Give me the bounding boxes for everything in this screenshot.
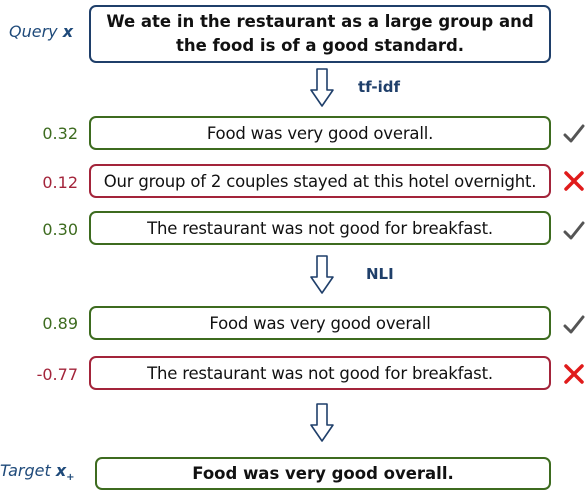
retrieved-item: Food was very good overall. — [89, 116, 551, 150]
step-tfidf-label: tf-idf — [358, 78, 401, 96]
check-icon — [563, 221, 585, 240]
query-variable: x — [62, 22, 74, 41]
retrieved-text: The restaurant was not good for breakfas… — [147, 218, 493, 238]
retrieved-score: 0.30 — [42, 220, 78, 239]
retrieved-score: 0.32 — [42, 124, 78, 143]
down-arrow-icon — [310, 255, 334, 294]
target-text: Food was very good overall. — [192, 463, 454, 483]
retrieved-text: Food was very good overall. — [206, 123, 434, 143]
nli-score: -0.77 — [36, 365, 78, 384]
query-text: We ate in the restaurant as a large grou… — [106, 12, 534, 55]
retrieved-item: Our group of 2 couples stayed at this ho… — [89, 164, 551, 198]
check-icon — [563, 124, 585, 143]
nli-text: Food was very good overall — [209, 313, 431, 333]
query-box: We ate in the restaurant as a large grou… — [89, 5, 551, 63]
check-icon — [563, 315, 585, 334]
nli-item: The restaurant was not good for breakfas… — [89, 356, 551, 390]
target-variable: x+ — [55, 461, 75, 484]
cross-icon — [564, 364, 584, 384]
nli-item: Food was very good overall — [89, 306, 551, 340]
query-label: Query x — [9, 22, 74, 41]
down-arrow-icon — [310, 403, 334, 442]
retrieved-text: Our group of 2 couples stayed at this ho… — [103, 171, 537, 191]
step-nli-label: NLI — [366, 265, 394, 283]
nli-score: 0.89 — [42, 314, 78, 333]
target-box: Food was very good overall. — [95, 457, 551, 490]
nli-text: The restaurant was not good for breakfas… — [147, 363, 493, 383]
retrieved-score: 0.12 — [42, 173, 78, 192]
cross-icon — [564, 171, 584, 191]
target-label: Target x+ — [0, 461, 75, 484]
down-arrow-icon — [310, 68, 334, 107]
retrieved-item: The restaurant was not good for breakfas… — [89, 211, 551, 245]
